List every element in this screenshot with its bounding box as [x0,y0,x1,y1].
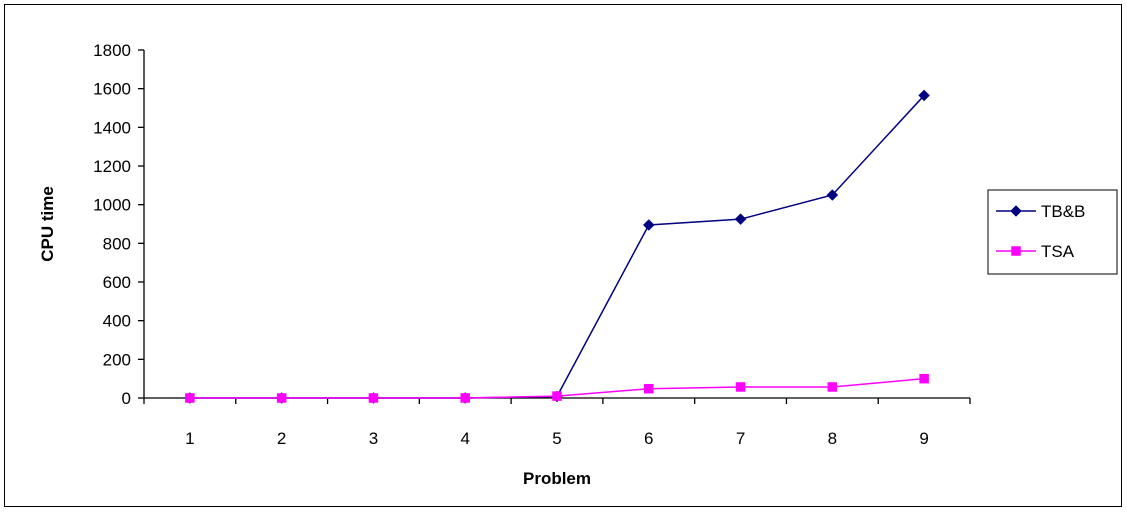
plot-area: 0 200 400 600 800 1000 1200 1400 1600 1800 1 2 3 4 5 6 7… [93,41,971,448]
x-tick-label: 6 [644,429,653,448]
y-tick-label: 200 [103,350,131,369]
data-point [644,383,654,394]
series-line [189,94,925,399]
x-tick-label: 7 [736,429,745,448]
data-point [918,89,930,102]
data-point [185,393,195,403]
legend: TB&B TSA [987,189,1118,275]
data-point [368,393,379,403]
x-tick-label: 3 [369,429,378,448]
x-tick-label: 9 [919,429,928,448]
data-point [642,219,655,231]
chart-area: 0 200 400 600 800 1000 1200 1400 1600 1800 1 2 3 4 5 6 7… [4,4,1122,507]
y-tick-label: 600 [103,273,131,292]
data-point [919,373,929,384]
data-point [734,213,747,226]
data-point [826,189,839,201]
y-tick-label: 800 [103,234,131,253]
data-point [460,393,470,403]
y-axis-title: CPU time [38,186,57,262]
legend-label: TSA [1041,242,1075,261]
legend-marker [1010,205,1022,217]
legend-entry: TB&B [996,202,1085,221]
legend-label: TB&B [1041,202,1085,221]
x-tick-label: 2 [277,429,286,448]
legend-box [987,189,1118,275]
x-tick-label: 4 [460,429,469,448]
legend-entry: TSA [996,242,1075,261]
line-chart: 0 200 400 600 800 1000 1200 1400 1600 1800 1 2 3 4 5 6 7… [38,41,1118,488]
y-tick-label: 1000 [93,196,131,215]
y-tick-label: 0 [122,389,131,408]
x-tick-label: 8 [828,429,837,448]
data-point [552,391,562,401]
y-tick-label: 1800 [93,41,131,60]
legend-marker [1011,246,1021,256]
data-point [827,382,838,392]
x-axis-title: Problem [523,469,591,488]
data-point [276,393,287,403]
y-tick-label: 1400 [93,118,131,137]
y-tick-label: 400 [103,312,131,331]
x-tick-label: 1 [185,429,194,448]
data-point [735,382,746,392]
y-tick-label: 1600 [93,80,131,99]
y-tick-label: 1200 [93,157,131,176]
x-tick-label: 5 [552,429,561,448]
